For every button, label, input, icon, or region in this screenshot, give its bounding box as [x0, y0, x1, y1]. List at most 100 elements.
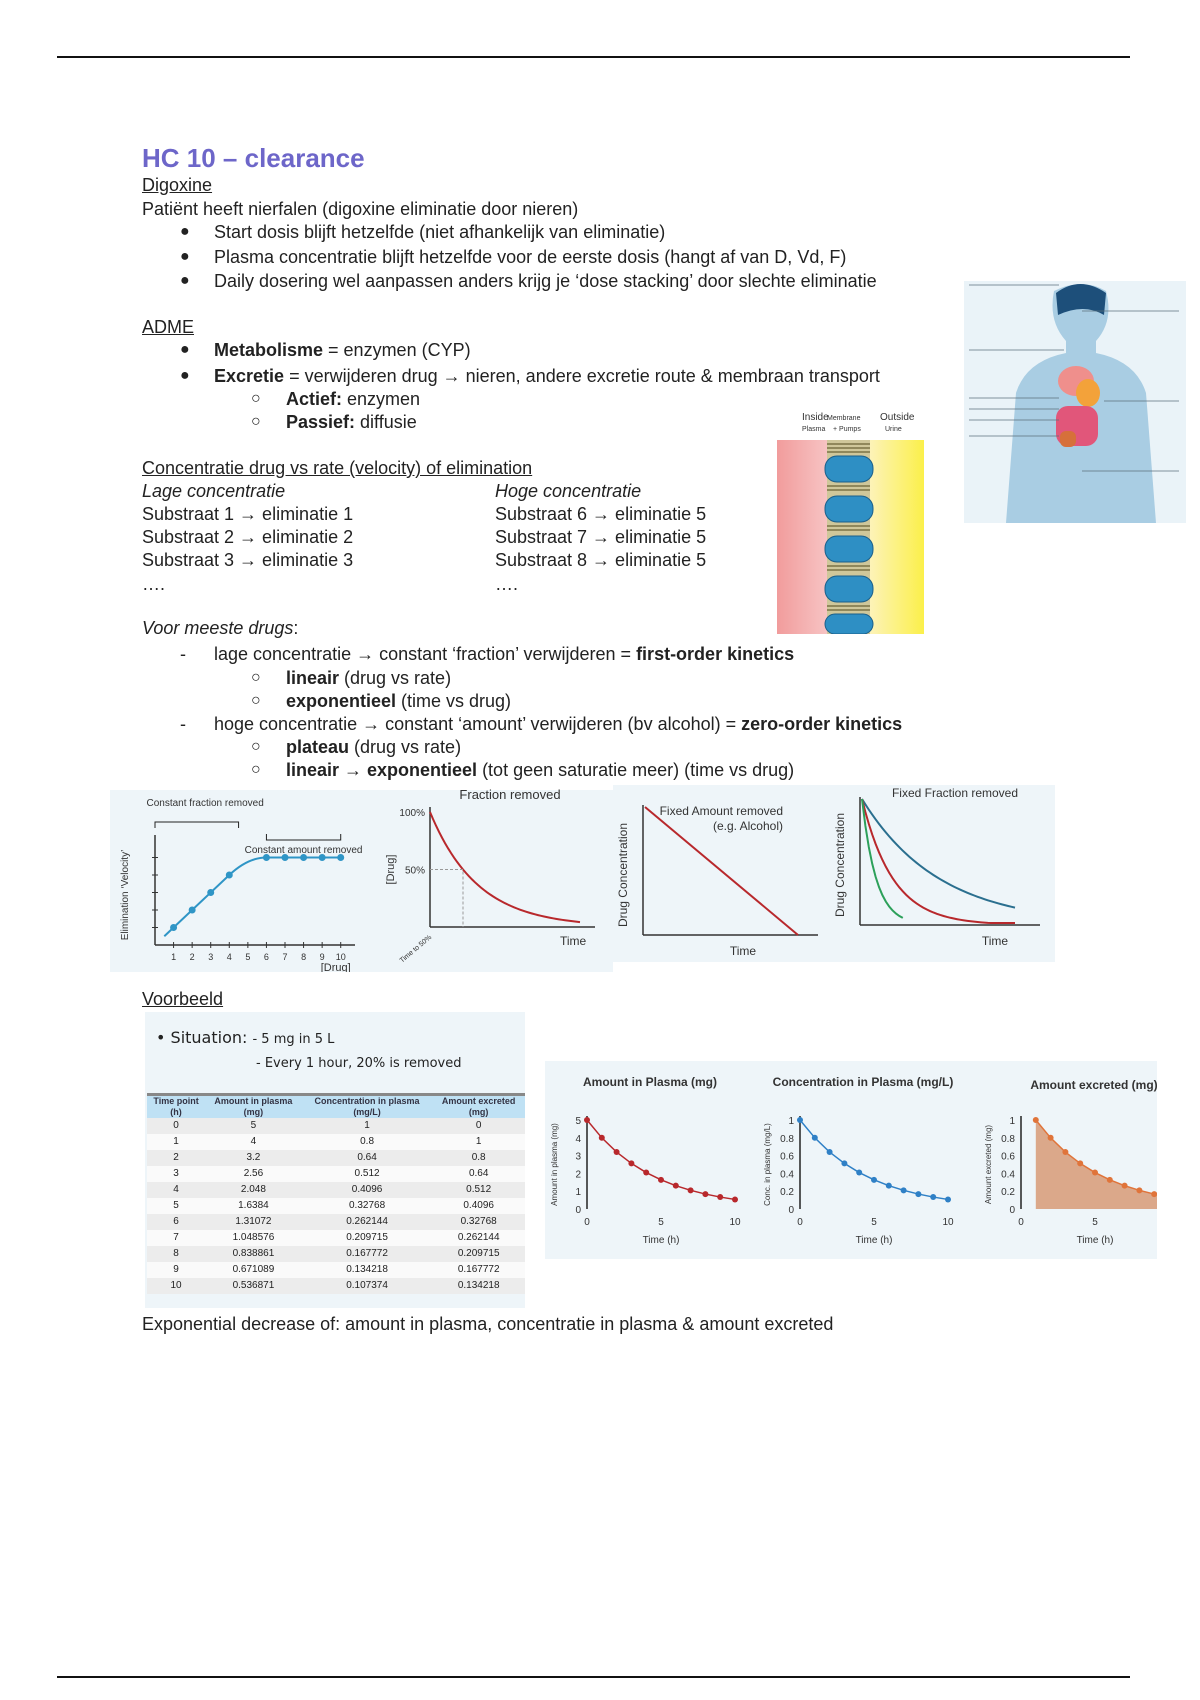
- table-cell: 0.671089: [205, 1262, 302, 1278]
- y-tick-label: 0.2: [780, 1187, 794, 1198]
- chart-title: Concentration in Plasma (mg/L): [773, 1075, 954, 1089]
- data-point: [643, 1169, 650, 1176]
- x-axis-label: Time: [982, 934, 1009, 948]
- x-axis-label: Time: [560, 934, 587, 948]
- human-body-excretion-figure: [964, 281, 1186, 523]
- most-drugs-heading: Voor meeste drugs:: [142, 618, 299, 638]
- table-cell: 3.2: [205, 1150, 302, 1166]
- concentration-heading: Concentratie drug vs rate (velocity) of …: [142, 458, 533, 478]
- data-point: [1121, 1182, 1128, 1189]
- low-substrate-row: Substraat 2 → eliminatie 2: [142, 527, 354, 547]
- bracket-constant-fraction: [154, 821, 240, 828]
- table-cell: 3: [147, 1166, 206, 1182]
- fixed-fraction-chart: Fixed Fraction removed Time Drug Concentra…: [833, 786, 1040, 948]
- x-tick-label: 10: [729, 1217, 741, 1228]
- low-concentration-label: Lage concentratie: [142, 481, 286, 501]
- high-concentration-label: Hoge concentratie: [495, 481, 642, 501]
- data-point: [1092, 1169, 1098, 1176]
- circle-bullet-icon: ○: [251, 738, 261, 755]
- table-row: 7 1.048576 0.209715 0.262144: [147, 1230, 525, 1246]
- x-axis-label: Time (h): [856, 1235, 893, 1246]
- table-cell: 1.048576: [205, 1230, 302, 1246]
- y-tick-label: 100%: [399, 808, 425, 819]
- x-tick-label: 0: [1018, 1217, 1024, 1228]
- fixed-fraction-curve-slow: [861, 798, 1016, 909]
- y-axis-label: Amount in plasma (mg): [550, 1123, 559, 1206]
- x-tick-label: 10: [942, 1217, 954, 1228]
- y-tick-label: 0.4: [780, 1169, 794, 1180]
- table-row: 9 0.671089 0.134218 0.167772: [147, 1262, 525, 1278]
- y-axis-label: [Drug]: [385, 855, 397, 885]
- data-point: [1151, 1191, 1157, 1198]
- chart-title: Fraction removed: [459, 787, 560, 802]
- table-cell: 5: [205, 1118, 302, 1134]
- chart-title: Amount excreted (mg): [1030, 1078, 1157, 1092]
- table-header: Amount excreted (mg): [432, 1093, 525, 1118]
- y-tick-label: 0: [788, 1205, 794, 1216]
- fraction-removed-chart: Fraction removed 100% 50% Time [Drug] Time to…: [385, 787, 595, 965]
- bullet-icon: ●: [180, 367, 190, 384]
- y-tick-label: 0.6: [780, 1152, 794, 1163]
- data-point: [1047, 1134, 1054, 1141]
- data-point: [826, 1149, 833, 1156]
- velocity-line: [163, 856, 341, 937]
- zero-order-sub: lineair → exponentieel (tot geen saturat…: [286, 760, 795, 780]
- membrane-col-outside: Outside: [880, 412, 915, 423]
- data-point: [930, 1194, 937, 1201]
- y-tick-label: 1: [788, 1116, 794, 1127]
- table-cell: 0.209715: [432, 1246, 525, 1262]
- digoxine-heading: Digoxine: [142, 175, 213, 195]
- y-tick-label: 0.8: [1001, 1134, 1015, 1145]
- table-cell: 1: [147, 1134, 206, 1150]
- data-point: [598, 1134, 605, 1141]
- table-cell: 4: [147, 1182, 206, 1198]
- low-substrate-row: Substraat 1 → eliminatie 1: [142, 504, 354, 524]
- half-life-guide: [430, 869, 464, 927]
- table-cell: 0.512: [301, 1166, 433, 1182]
- table-cell: 0.838861: [205, 1246, 302, 1262]
- fixed-amount-chart: Fixed Amount removed(e.g. Alcohol) Time Dr…: [616, 804, 818, 958]
- table-cell: 0.209715: [301, 1230, 433, 1246]
- table-cell: 0.262144: [301, 1214, 433, 1230]
- digoxine-bullet: Start dosis blijft hetzelfde (niet afhan…: [214, 222, 666, 242]
- low-substrate-row: ….: [142, 574, 166, 594]
- y-axis-label: Drug Concentration: [833, 813, 847, 917]
- x-tick-label: 7: [282, 952, 287, 962]
- table-row: 5 1.6384 0.32768 0.4096: [147, 1198, 525, 1214]
- high-substrate-row: Substraat 6 → eliminatie 5: [495, 504, 707, 524]
- x-tick-label: 8: [301, 952, 306, 962]
- y-tick-label: 2: [575, 1169, 581, 1180]
- first-order-sub: exponentieel (time vs drug): [286, 691, 512, 711]
- table-cell: 0.167772: [432, 1262, 525, 1278]
- zero-order-sub: plateau (drug vs rate): [286, 737, 462, 757]
- x-tick-label: 6: [264, 952, 269, 962]
- x-tick-label: 3: [208, 952, 213, 962]
- table-cell: 0: [147, 1118, 206, 1134]
- chart-title: Fixed Amount removed: [660, 804, 783, 818]
- y-tick-label: 1: [1009, 1116, 1015, 1127]
- table-row: 8 0.838861 0.167772 0.209715: [147, 1246, 525, 1262]
- bullet-icon: ●: [180, 248, 190, 265]
- table-cell: 1.31072: [205, 1214, 302, 1230]
- adme-sub-item: Actief: enzymen: [286, 389, 421, 409]
- bullet-icon: ●: [180, 341, 190, 358]
- fixed-amount-line: [644, 806, 799, 936]
- area-fill: [1035, 1120, 1157, 1209]
- x-tick-label: 5: [245, 952, 250, 962]
- bracket-constant-amount: [265, 834, 342, 841]
- table-cell: 6: [147, 1214, 206, 1230]
- velocity-point: [281, 854, 289, 861]
- table-row: 1 4 0.8 1: [147, 1134, 525, 1150]
- data-point: [1077, 1160, 1084, 1167]
- y-tick-label: 3: [575, 1152, 581, 1163]
- table-row: 6 1.31072 0.262144 0.32768: [147, 1214, 525, 1230]
- data-point: [1032, 1117, 1039, 1123]
- circle-bullet-icon: ○: [251, 669, 261, 686]
- velocity-point: [188, 906, 196, 914]
- annotation-constant-amount: Constant amount removed: [245, 845, 363, 856]
- data-point: [797, 1117, 803, 1123]
- x-tick-label: 4: [227, 952, 232, 962]
- table-cell: 0.134218: [301, 1262, 433, 1278]
